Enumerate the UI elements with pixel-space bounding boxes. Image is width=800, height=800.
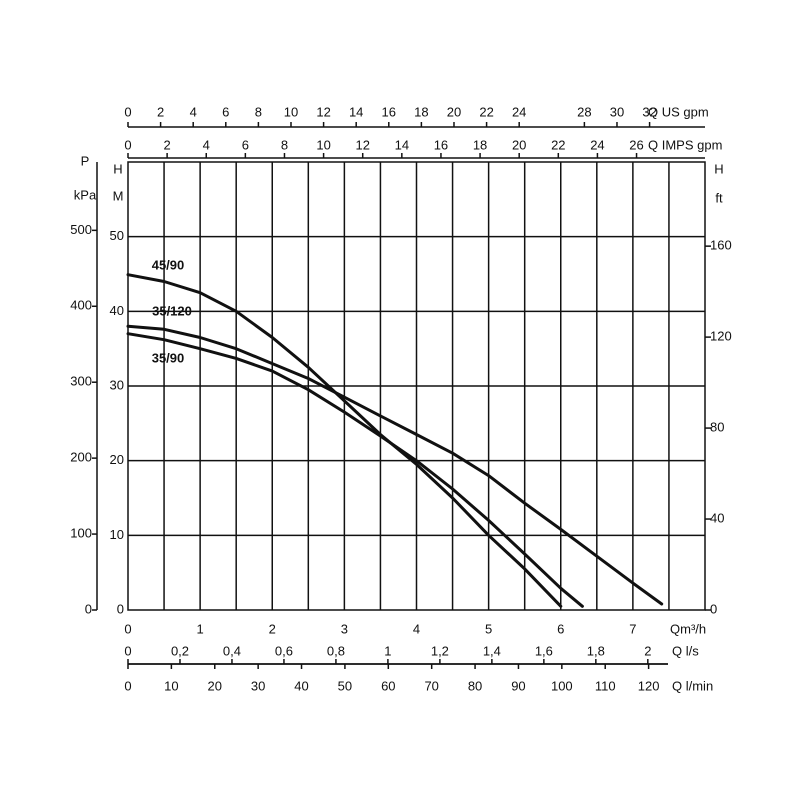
top-tick-label: 2 (157, 104, 164, 119)
curve (126, 273, 563, 608)
top-axis-title: Q IMPS gpm (648, 137, 722, 152)
top-tick-label: 26 (629, 137, 643, 152)
bottom-tick-label: 0,4 (223, 643, 241, 658)
bottom-tick-label: 1,4 (483, 643, 501, 658)
series-label: 35/120 (152, 303, 192, 318)
y-axis-title-top: H (113, 161, 122, 176)
x-tick-label: 1 (197, 621, 204, 636)
x-tick-label: 0 (124, 621, 131, 636)
right-tick-label: 120 (710, 329, 732, 344)
top-tick-label: 12 (355, 137, 369, 152)
bottom-tick-label: 2 (644, 643, 651, 658)
left-tick-label: 500 (70, 222, 92, 237)
curve (126, 332, 584, 608)
y-axis-title: M (113, 188, 124, 203)
top-tick-label: 20 (512, 137, 526, 152)
bottom-tick-label: 1,6 (535, 643, 553, 658)
top-tick-label: 18 (473, 137, 487, 152)
y-tick-label: 50 (110, 228, 124, 243)
bottom-axis-title: Q l/s (672, 643, 699, 658)
y-tick-label: 30 (110, 377, 124, 392)
top-tick-label: 10 (316, 137, 330, 152)
right-tick-label: 160 (710, 238, 732, 253)
top-tick-label: 18 (414, 104, 428, 119)
bottom-tick-label: 10 (164, 678, 178, 693)
bottom-tick-label: 1,2 (431, 643, 449, 658)
x-axis-title: Qm³/h (670, 621, 706, 636)
top-tick-label: 0 (124, 137, 131, 152)
x-tick-label: 7 (629, 621, 636, 636)
top-tick-label: 0 (124, 104, 131, 119)
top-tick-label: 14 (349, 104, 363, 119)
bottom-tick-label: 90 (511, 678, 525, 693)
left-tick-label: 400 (70, 298, 92, 313)
bottom-tick-label: 70 (424, 678, 438, 693)
x-tick-label: 4 (413, 621, 420, 636)
top-tick-label: 8 (281, 137, 288, 152)
top-tick-label: 24 (512, 104, 526, 119)
bottom-tick-label: 0,2 (171, 643, 189, 658)
top-tick-label: 16 (434, 137, 448, 152)
right-tick-label: 80 (710, 420, 724, 435)
top-tick-label: 16 (382, 104, 396, 119)
bottom-tick-label: 1 (384, 643, 391, 658)
y-tick-label: 0 (117, 601, 124, 616)
top-tick-label: 12 (316, 104, 330, 119)
y-tick-label: 10 (110, 527, 124, 542)
top-tick-label: 6 (242, 137, 249, 152)
top-tick-label: 6 (222, 104, 229, 119)
left-tick-label: 300 (70, 374, 92, 389)
top-tick-label: 10 (284, 104, 298, 119)
bottom-tick-label: 110 (595, 678, 616, 693)
bottom-tick-label: 120 (638, 678, 660, 693)
curve (126, 324, 664, 606)
bottom-axis-title: Q l/min (672, 678, 713, 693)
y-tick-label: 40 (110, 303, 124, 318)
top-axis-title: Q US gpm (648, 104, 709, 119)
bottom-tick-label: 0 (124, 643, 131, 658)
right-axis-title: ft (715, 190, 723, 205)
left-tick-label: 200 (70, 450, 92, 465)
right-tick-label: 0 (710, 601, 717, 616)
bottom-tick-label: 0,8 (327, 643, 345, 658)
x-tick-label: 6 (557, 621, 564, 636)
bottom-tick-label: 0 (124, 678, 131, 693)
top-tick-label: 2 (164, 137, 171, 152)
top-tick-label: 22 (479, 104, 493, 119)
series-label: 35/90 (152, 350, 185, 365)
bottom-tick-label: 80 (468, 678, 482, 693)
top-tick-label: 14 (395, 137, 409, 152)
right-tick-label: 40 (710, 510, 724, 525)
bottom-tick-label: 20 (208, 678, 222, 693)
bottom-tick-label: 60 (381, 678, 395, 693)
bottom-tick-label: 30 (251, 678, 265, 693)
top-tick-label: 8 (255, 104, 262, 119)
bottom-tick-label: 50 (338, 678, 352, 693)
top-tick-label: 30 (610, 104, 624, 119)
top-tick-label: 28 (577, 104, 591, 119)
bottom-tick-label: 100 (551, 678, 573, 693)
top-tick-label: 22 (551, 137, 565, 152)
bottom-tick-label: 40 (294, 678, 308, 693)
left-axis-title: kPa (74, 187, 97, 202)
top-tick-label: 20 (447, 104, 461, 119)
top-tick-label: 4 (203, 137, 210, 152)
left-tick-label: 100 (70, 526, 92, 541)
bottom-tick-label: 1,8 (587, 643, 605, 658)
series-label: 45/90 (152, 257, 185, 272)
y-tick-label: 20 (110, 452, 124, 467)
x-tick-label: 2 (269, 621, 276, 636)
left-tick-label: 0 (85, 601, 92, 616)
x-tick-label: 5 (485, 621, 492, 636)
top-tick-label: 4 (190, 104, 197, 119)
top-tick-label: 32 (642, 104, 656, 119)
right-axis-title-top: H (714, 161, 723, 176)
bottom-tick-label: 0,6 (275, 643, 293, 658)
left-axis-title-top: P (81, 153, 90, 168)
x-tick-label: 3 (341, 621, 348, 636)
top-tick-label: 24 (590, 137, 604, 152)
